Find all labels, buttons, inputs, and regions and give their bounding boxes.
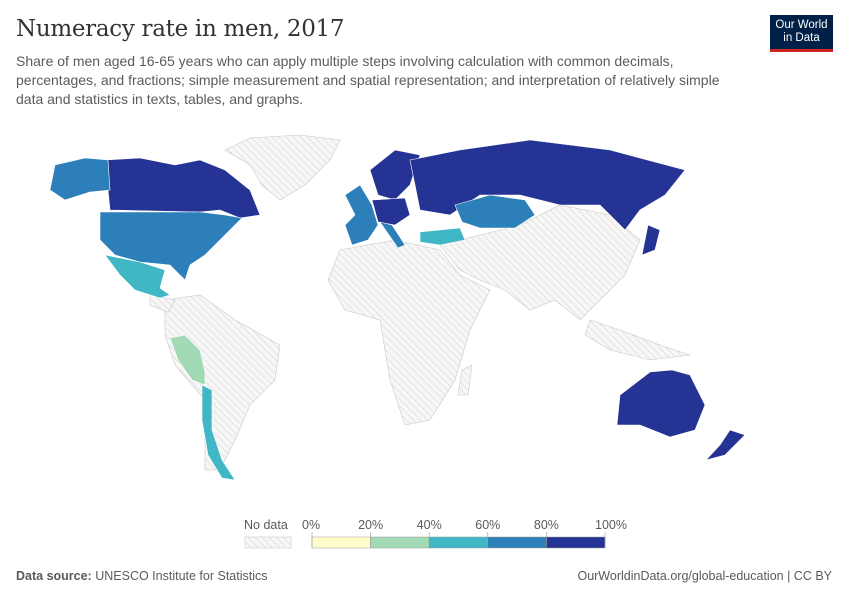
footer-link[interactable]: OurWorldinData.org/global-education | CC…: [577, 569, 832, 583]
japan[interactable]: [641, 224, 661, 256]
legend-bin-1[interactable]: [370, 536, 430, 549]
asia-no-data[interactable]: [439, 204, 641, 321]
kazakhstan[interactable]: [454, 194, 536, 229]
peru[interactable]: [169, 334, 206, 386]
united-states[interactable]: [99, 211, 243, 281]
legend-tick-label: 60%: [475, 518, 500, 532]
nordic-countries[interactable]: [369, 149, 421, 201]
legend: No data 0% 20% 40% 60% 80% 100%: [244, 518, 627, 549]
alaska[interactable]: [49, 157, 111, 201]
logo-line-2: in Data: [783, 32, 820, 44]
logo-line-1: Our World: [775, 19, 828, 31]
legend-tick-label: 0%: [302, 518, 320, 532]
greenland-no-data[interactable]: [224, 134, 341, 201]
central-america-no-data[interactable]: [149, 294, 176, 313]
legend-tick-label: 100%: [595, 518, 627, 532]
madagascar-no-data[interactable]: [457, 364, 473, 396]
new-zealand[interactable]: [705, 429, 746, 461]
western-europe[interactable]: [344, 184, 379, 246]
data-source-value: UNESCO Institute for Statistics: [95, 569, 268, 583]
canada[interactable]: [104, 157, 261, 219]
chart-subtitle: Share of men aged 16-65 years who can ap…: [16, 53, 720, 107]
australia[interactable]: [616, 369, 706, 438]
owid-logo[interactable]: Our World in Data: [770, 15, 833, 52]
data-source-label: Data source:: [16, 569, 92, 583]
legend-bin-0[interactable]: [311, 536, 371, 549]
legend-no-data-label: No data: [244, 518, 288, 532]
legend-bin-2[interactable]: [428, 536, 489, 549]
legend-tick-label: 80%: [534, 518, 559, 532]
mexico[interactable]: [104, 254, 171, 299]
world-map[interactable]: No data 0% 20% 40% 60% 80% 100%: [0, 125, 850, 565]
legend-bin-4[interactable]: [546, 536, 606, 549]
legend-tick-label: 40%: [417, 518, 442, 532]
legend-tick-label: 20%: [358, 518, 383, 532]
legend-no-data-swatch[interactable]: [244, 536, 292, 549]
italy[interactable]: [379, 221, 406, 249]
chart-title: Numeracy rate in men, 2017: [16, 16, 345, 42]
southeast-asia-no-data[interactable]: [584, 319, 691, 361]
south-america-no-data[interactable]: [164, 294, 281, 471]
africa-no-data[interactable]: [327, 239, 491, 426]
legend-bin-3[interactable]: [487, 536, 547, 549]
central-europe[interactable]: [371, 197, 411, 226]
chile[interactable]: [201, 384, 236, 481]
data-source: Data source: UNESCO Institute for Statis…: [16, 569, 268, 583]
turkey[interactable]: [419, 227, 466, 246]
